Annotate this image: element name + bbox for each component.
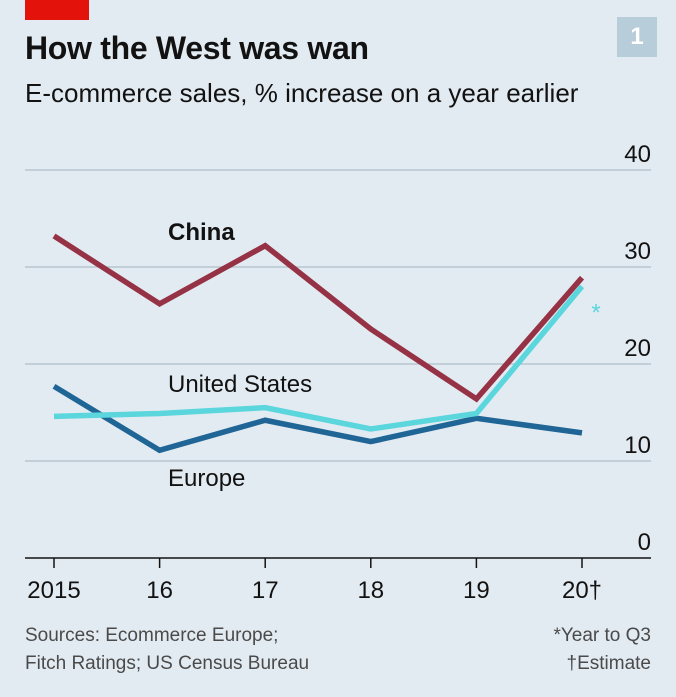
y-tick-label-10: 10: [624, 432, 651, 459]
series-label-united-states: United States: [168, 371, 312, 398]
x-tick-label-3: 18: [357, 577, 384, 604]
series-label-europe: Europe: [168, 465, 245, 492]
sources-note: Sources: Ecommerce Europe; Fitch Ratings…: [25, 622, 309, 678]
series-line-china: [52, 233, 585, 403]
x-tick-label-2: 17: [252, 577, 279, 604]
brand-red-tag: [25, 0, 89, 20]
footnote-year-to-q3: *Year to Q3: [553, 625, 651, 646]
y-tick-label-20: 20: [624, 335, 651, 362]
chart-subtitle: E-commerce sales, % increase on a year e…: [25, 78, 579, 108]
x-tick-label-5: 20†: [562, 577, 602, 604]
chart-number-badge: 1: [617, 17, 657, 57]
sources-line-1: Sources: Ecommerce Europe;: [25, 625, 279, 646]
x-tick-label-4: 19: [463, 577, 490, 604]
y-tick-label-0: 0: [638, 529, 651, 556]
sources-line-2: Fitch Ratings; US Census Bureau: [25, 653, 310, 674]
us-estimate-asterisk: *: [591, 299, 600, 326]
x-tick-label-0: 2015: [27, 577, 80, 604]
chart-title: How the West was wan: [25, 30, 369, 66]
series-line-united-states: [53, 284, 585, 432]
series-line-europe: [52, 383, 583, 454]
y-tick-label-40: 40: [624, 141, 651, 168]
y-tick-label-30: 30: [624, 238, 651, 265]
series-label-china: China: [168, 219, 235, 246]
footnote-estimate: †Estimate: [566, 653, 651, 674]
x-tick-label-1: 16: [146, 577, 173, 604]
footnotes: *Year to Q3 †Estimate: [553, 622, 651, 678]
